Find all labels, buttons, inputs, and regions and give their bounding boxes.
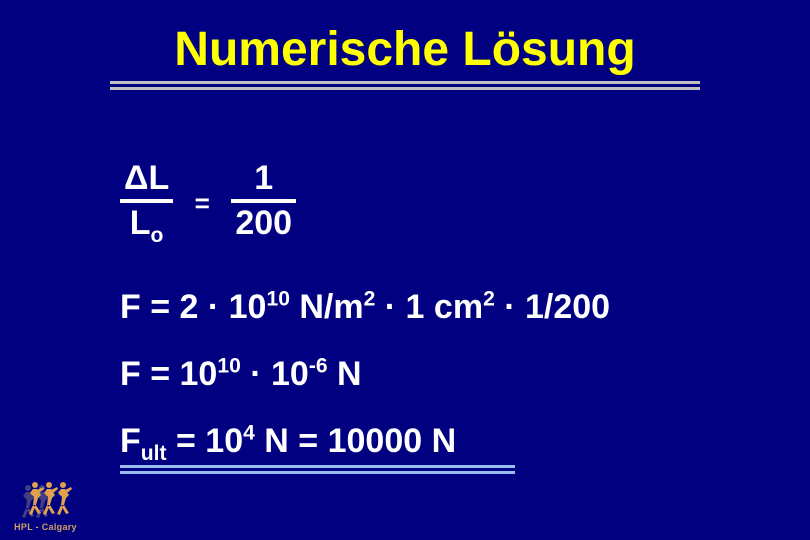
result-underline — [120, 465, 515, 474]
footer-logo: HPL - Calgary — [8, 481, 83, 532]
equation-fult: Fult = 104 N = 10000 N — [120, 422, 610, 474]
denominator-200: 200 — [231, 205, 296, 242]
fraction-bar — [120, 199, 173, 203]
slide-title: Numerische Lösung — [174, 22, 635, 77]
numerator-1: 1 — [231, 160, 296, 197]
equals-sign: = — [183, 188, 222, 219]
fraction-bar — [231, 199, 296, 203]
equation-force-2: F = 1010 · 10-6 N — [120, 355, 610, 394]
fraction-1-200: 1 200 — [231, 160, 296, 243]
runners-icon — [17, 481, 75, 521]
title-underline — [110, 81, 700, 90]
content-area: ΔL Lo = 1 200 F = 2 · 1010 N/m2 · 1 cm2 … — [120, 160, 610, 474]
logo-label: HPL - Calgary — [8, 522, 83, 532]
fraction-delta-l: ΔL Lo — [120, 160, 173, 243]
equation-force-1: F = 2 · 1010 N/m2 · 1 cm2 · 1/200 — [120, 288, 610, 327]
denominator-lo: Lo — [120, 205, 173, 242]
numerator-delta-l: ΔL — [120, 160, 173, 197]
title-area: Numerische Lösung — [0, 0, 810, 90]
equation-strain: ΔL Lo = 1 200 — [120, 160, 610, 260]
